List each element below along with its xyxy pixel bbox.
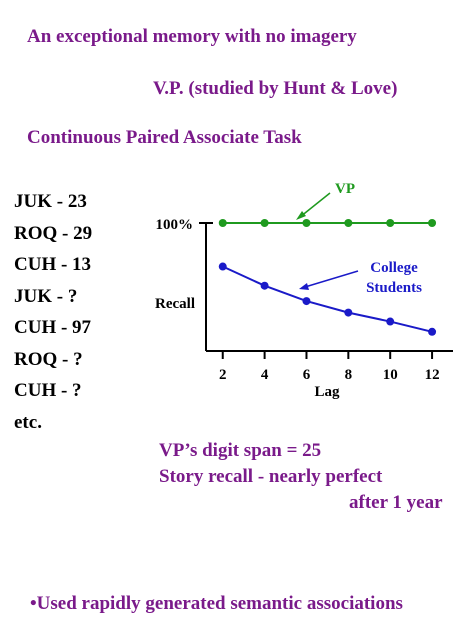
y-axis-label: Recall [155,296,195,312]
digit-span-fact: VP’s digit span = 25 [159,440,322,461]
college-students-data-point [386,317,395,326]
pair-item: CUH - 13 [14,254,92,275]
pair-item: JUK - 23 [14,191,87,212]
college-students-data-point [218,262,227,271]
college-students-data-point [428,327,437,336]
vp-data-point [386,219,395,227]
task-heading: Continuous Paired Associate Task [27,127,302,148]
x-tick-label: 2 [219,367,227,383]
story-recall-fact-cont: after 1 year [349,492,443,513]
pair-item: ROQ - 29 [14,222,93,244]
story-recall-fact: Story recall - nearly perfect [159,466,383,487]
vp-data-point [344,219,353,227]
college-series-label-line2: Students [366,280,422,296]
vp-arrowhead [296,211,306,220]
college-label-arrow [304,270,359,288]
x-tick-label: 8 [345,367,353,383]
vp-data-point [302,219,311,227]
slide-title: An exceptional memory with no imagery [27,26,357,47]
x-tick-label: 6 [303,367,311,383]
y-top-tick-label: 100% [156,217,194,233]
subject-caption: V.P. (studied by Hunt & Love) [153,78,398,99]
pair-item: CUH - ? [14,380,82,401]
x-tick-label: 4 [261,367,269,383]
pair-item: etc. [14,411,42,433]
recall-by-lag-chart: 100% Recall Lag 2 4 6 8 10 12 VP College Stud… [155,181,453,400]
x-tick-label: 12 [425,367,440,383]
college-students-data-point [260,281,269,290]
vp-label-arrow [299,192,331,218]
college-students-data-point [344,308,353,317]
college-series-label-line1: College [370,260,418,276]
footer-note: •Used rapidly generated semantic associa… [30,593,403,614]
vp-data-point [218,219,227,227]
vp-data-point [428,219,437,227]
vp-data-point [260,219,269,227]
x-tick-label: 10 [383,367,398,383]
pair-item: ROQ - ? [14,348,83,370]
pair-item: CUH - 97 [14,317,92,338]
pair-item: JUK - ? [14,285,78,307]
vp-series-label: VP [335,181,355,197]
college-students-data-point [302,297,311,306]
college-students-series-line [222,265,433,333]
paired-associate-list: JUK - 23 ROQ - 29 CUH - 13 JUK - ? CUH -… [14,186,92,438]
x-axis-label: Lag [314,384,340,400]
college-arrowhead [299,283,309,290]
